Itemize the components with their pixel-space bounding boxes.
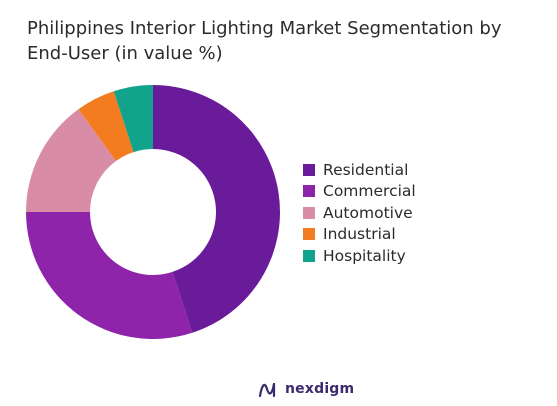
- legend-swatch: [303, 249, 315, 262]
- brand-footer: nexdigm: [258, 379, 354, 399]
- legend-swatch: [303, 185, 315, 198]
- legend-label: Commercial: [323, 182, 416, 201]
- legend-label: Automotive: [323, 203, 413, 222]
- legend-label: Residential: [323, 160, 409, 179]
- legend-item-industrial: Industrial: [303, 224, 416, 246]
- legend-item-automotive: Automotive: [303, 202, 416, 224]
- legend-swatch: [303, 163, 315, 176]
- legend-item-hospitality: Hospitality: [303, 245, 416, 267]
- slice-residential: [153, 85, 281, 333]
- slice-hospitality: [113, 85, 153, 153]
- legend-label: Industrial: [323, 225, 396, 244]
- legend-swatch: [303, 228, 315, 241]
- slice-industrial: [78, 91, 134, 162]
- brand-name: nexdigm: [285, 381, 355, 397]
- legend-swatch: [303, 206, 315, 219]
- nexdigm-logo-icon: [258, 382, 276, 398]
- legend-item-residential: Residential: [303, 159, 416, 181]
- slice-automotive: [26, 109, 116, 212]
- chart-title: Philippines Interior Lighting Market Seg…: [27, 18, 502, 64]
- legend-item-commercial: Commercial: [303, 181, 416, 203]
- legend-label: Hospitality: [323, 246, 406, 265]
- slice-commercial: [26, 212, 193, 340]
- chart-legend: Residential Commercial Automotive Industria…: [303, 159, 416, 267]
